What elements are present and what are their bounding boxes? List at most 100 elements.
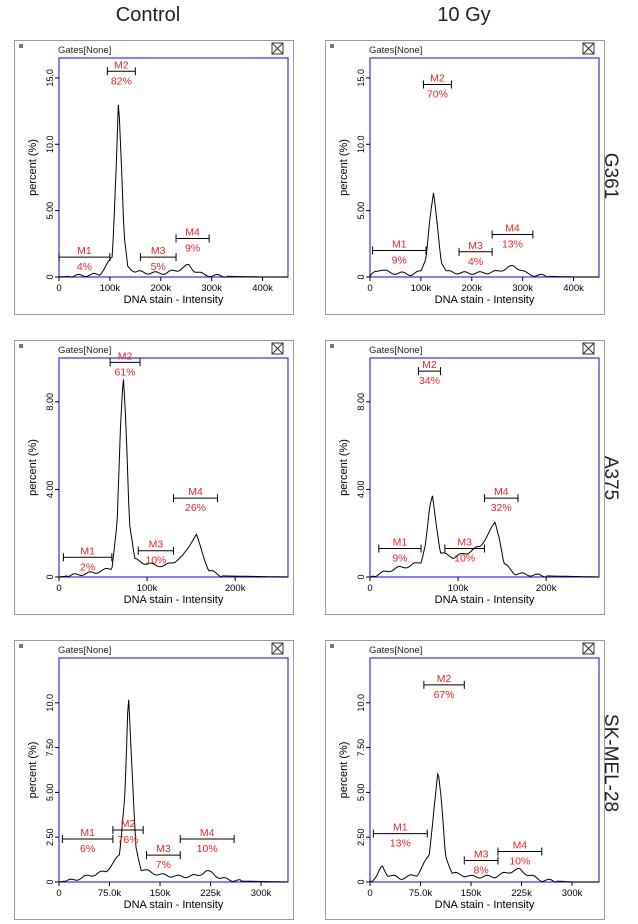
marker-name: M2 — [437, 673, 452, 685]
marker-name: M1 — [393, 537, 408, 549]
marker-percent: 10% — [509, 856, 530, 868]
gate-marker-m1: M19% — [372, 238, 427, 266]
marker-percent: 9% — [185, 243, 200, 255]
y-tick-label: 2.50 — [356, 828, 366, 846]
close-box-cross — [271, 342, 284, 355]
gates-label: Gates[None] — [369, 45, 422, 56]
x-tick-label: 150k — [150, 888, 171, 899]
x-tick-label: 0 — [56, 283, 61, 294]
gate-marker-m3: M38% — [463, 848, 499, 876]
y-tick-label: 15.0 — [45, 69, 55, 87]
close-box-icon — [582, 42, 595, 55]
x-tick-label: 0 — [367, 888, 372, 899]
marker-name: M4 — [494, 486, 509, 498]
gate-marker-m4: M49% — [175, 227, 210, 255]
x-tick-label: 200k — [150, 283, 171, 294]
panel-frame — [14, 640, 294, 920]
marker-name: M4 — [200, 827, 215, 839]
y-tick-label: 15.0 — [356, 69, 366, 87]
close-box-icon — [271, 642, 284, 655]
y-tick-label: 0 — [45, 274, 55, 279]
x-tick-label: 225k — [511, 888, 532, 899]
marker-name: M3 — [151, 245, 166, 257]
marker-percent: 61% — [115, 366, 136, 378]
y-tick-label: 7.50 — [356, 739, 366, 757]
marker-percent: 10% — [145, 555, 166, 567]
x-axis-label: DNA stain - Intensity — [124, 294, 224, 306]
marker-percent: 4% — [468, 256, 483, 268]
panel-corner-square — [19, 44, 23, 48]
x-axis-label: DNA stain - Intensity — [435, 594, 535, 606]
y-axis-label: percent (%) — [338, 139, 350, 196]
y-tick-label: 7.50 — [45, 739, 55, 757]
marker-percent: 67% — [434, 689, 455, 701]
histogram-trace — [369, 772, 599, 883]
x-tick-label: 0 — [56, 888, 61, 899]
histogram-a375-control: Gates[None] 0 4.00 8.00 0 100k 200k DNA stain -… — [14, 340, 294, 615]
gate-marker-m1: M14% — [58, 245, 111, 273]
y-axis-label: percent (%) — [27, 439, 39, 496]
y-axis-label: percent (%) — [27, 139, 39, 196]
y-tick-label: 8.00 — [45, 393, 55, 411]
marker-name: M3 — [468, 240, 483, 252]
y-tick-label: 10.0 — [45, 694, 55, 712]
marker-percent: 34% — [419, 375, 440, 387]
marker-name: M2 — [121, 818, 136, 830]
marker-name: M1 — [77, 245, 92, 257]
gate-marker-m1: M16% — [61, 827, 114, 855]
panel-frame — [14, 340, 294, 615]
histogram-sk-mel-28-control: Gates[None] 0 2.50 5.00 7.50 10.0 0 75.0k 150k 22… — [14, 640, 294, 920]
y-tick-label: 10.0 — [356, 694, 366, 712]
x-tick-label: 300k — [251, 888, 272, 899]
gate-marker-m1: M12% — [62, 545, 113, 573]
y-tick-label: 0 — [45, 879, 55, 884]
gates-label: Gates[None] — [369, 645, 422, 656]
x-tick-label: 100k — [411, 283, 432, 294]
close-box-icon — [582, 642, 595, 655]
y-tick-label: 5.00 — [45, 784, 55, 802]
marker-name: M2 — [430, 73, 445, 85]
panel-corner-square — [330, 344, 334, 348]
x-axis-label: DNA stain - Intensity — [124, 594, 224, 606]
marker-name: M4 — [185, 227, 200, 239]
y-tick-label: 0 — [356, 879, 366, 884]
x-tick-label: 400k — [563, 283, 584, 294]
close-box-cross — [582, 42, 595, 55]
histogram-svg: Gates[None] 0 2.50 5.00 7.50 10.0 0 75.0k 150k 22… — [14, 640, 294, 920]
y-tick-label: 5.00 — [45, 202, 55, 220]
marker-percent: 2% — [80, 561, 95, 573]
marker-percent: 10% — [197, 843, 218, 855]
close-box-icon — [271, 42, 284, 55]
panel-corner-square — [330, 44, 334, 48]
histogram-trace — [369, 192, 599, 278]
marker-percent: 32% — [491, 502, 512, 514]
plot-area — [369, 357, 600, 578]
y-axis-label: percent (%) — [338, 439, 350, 496]
marker-name: M1 — [393, 822, 408, 834]
x-tick-label: 200k — [536, 583, 557, 594]
x-tick-label: 300k — [562, 888, 583, 899]
x-tick-label: 200k — [461, 283, 482, 294]
marker-name: M2 — [114, 59, 129, 71]
x-tick-label: 100k — [100, 283, 121, 294]
marker-name: M3 — [156, 843, 171, 855]
marker-percent: 7% — [156, 859, 171, 871]
close-box-cross — [271, 642, 284, 655]
marker-percent: 13% — [502, 239, 523, 251]
x-tick-label: 200k — [225, 583, 246, 594]
gates-label: Gates[None] — [58, 345, 111, 356]
histogram-trace — [58, 699, 288, 883]
x-tick-label: 75.0k — [98, 888, 121, 899]
y-tick-label: 5.00 — [356, 784, 366, 802]
